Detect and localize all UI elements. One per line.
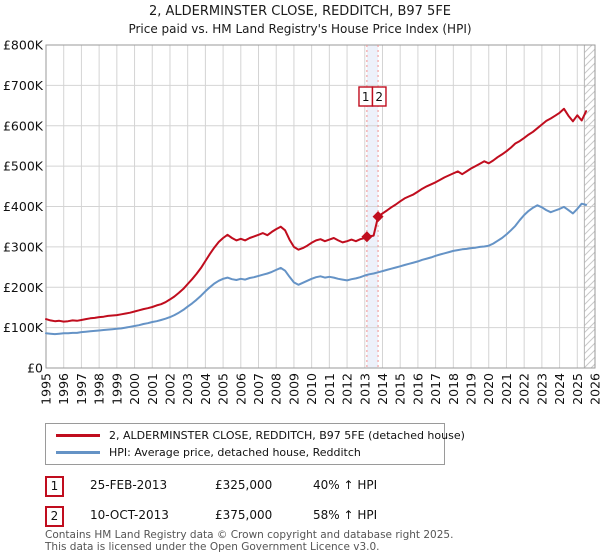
x-axis-tick-label: 2016 <box>410 373 425 405</box>
transaction-number-badge: 1 <box>45 476 64 497</box>
y-axis-tick-label: £200K <box>3 280 44 295</box>
chart-title: 2, ALDERMINSTER CLOSE, REDDITCH, B97 5FE <box>148 4 452 19</box>
hpi-line <box>45 202 588 336</box>
x-axis-tick-label: 2005 <box>216 373 231 405</box>
sale-marker-diamond <box>361 231 373 243</box>
legend-item-hpi: HPI: Average price, detached house, Redd… <box>56 446 434 459</box>
x-axis-tick-label: 2011 <box>322 373 337 405</box>
x-axis-tick-label: 2002 <box>162 373 177 405</box>
sale-marker-diamond <box>372 211 384 223</box>
x-axis-tick-label: 2000 <box>127 373 142 405</box>
x-axis-tick-label: 2026 <box>588 373 600 405</box>
y-axis-tick-label: £100K <box>3 320 44 335</box>
y-axis-tick-label: £800K <box>3 38 44 53</box>
chart-legend: 2, ALDERMINSTER CLOSE, REDDITCH, B97 5FE… <box>45 423 465 465</box>
chart-subtitle: Price paid vs. HM Land Registry's House … <box>128 22 472 36</box>
x-axis-tick-label: 1997 <box>74 373 89 405</box>
x-axis-tick-label: 2014 <box>375 373 390 405</box>
y-axis-tick-label: £600K <box>3 118 44 133</box>
transaction-hpi-delta: 40% ↑ HPI <box>313 478 378 492</box>
legend-item-label: 2, ALDERMINSTER CLOSE, REDDITCH, B97 5FE… <box>109 429 465 442</box>
transaction-row: 2 10-OCT-2013 £375,000 58% ↑ HPI <box>45 506 585 527</box>
transaction-price: £375,000 <box>215 508 273 522</box>
future-hatch-region <box>584 45 595 368</box>
x-axis-tick-label: 1996 <box>56 373 71 405</box>
x-axis-tick-label: 2013 <box>357 373 372 405</box>
transaction-row: 1 25-FEB-2013 £325,000 40% ↑ HPI <box>45 476 585 497</box>
x-axis-tick-label: 1999 <box>109 373 124 405</box>
footer-line-1: Contains HM Land Registry data © Crown c… <box>45 529 454 541</box>
x-axis-tick-label: 2010 <box>304 373 319 405</box>
y-axis-tick-label: £500K <box>3 159 44 174</box>
transaction-price: £325,000 <box>215 478 273 492</box>
transaction-date: 25-FEB-2013 <box>90 478 168 492</box>
x-axis-tick-label: 2021 <box>499 373 514 405</box>
attribution-footer: Contains HM Land Registry data © Crown c… <box>45 529 454 553</box>
x-axis-tick-label: 2020 <box>481 373 496 405</box>
price-history-chart: £0 £100K £200K £300K £400K £500K £600K £700K £80… <box>3 38 600 405</box>
y-axis-tick-label: £0 <box>27 361 43 376</box>
legend-item-property: 2, ALDERMINSTER CLOSE, REDDITCH, B97 5FE… <box>56 429 465 442</box>
x-axis-tick-label: 2001 <box>145 373 160 405</box>
sale-annotation-label: 1 <box>362 90 370 104</box>
footer-line-2: This data is licensed under the Open Gov… <box>45 540 380 553</box>
transaction-date: 10-OCT-2013 <box>90 508 169 522</box>
x-axis-tick-label: 1998 <box>92 373 107 405</box>
x-axis-tick-label: 2006 <box>233 373 248 405</box>
x-axis-tick-label: 2023 <box>534 373 549 405</box>
x-axis-tick-label: 2024 <box>552 373 567 405</box>
sale-annotation-box <box>371 86 387 107</box>
x-axis-tick-label: 2022 <box>517 373 532 405</box>
transaction-number-badge: 2 <box>45 506 64 527</box>
x-axis-tick-label: 2012 <box>340 373 355 405</box>
x-axis-tick-label: 2019 <box>464 373 479 405</box>
sale-annotation-label: 2 <box>375 90 383 104</box>
x-axis-tick-label: 1995 <box>39 373 54 405</box>
property-price-line <box>45 107 588 323</box>
x-axis-tick-label: 2015 <box>393 373 408 405</box>
x-axis-tick-label: 2017 <box>428 373 443 405</box>
x-axis-tick-label: 2003 <box>180 373 195 405</box>
y-axis-tick-label: £300K <box>3 239 44 254</box>
x-axis-tick-label: 2007 <box>251 373 266 405</box>
y-axis-tick-label: £400K <box>3 199 44 214</box>
property-line-swatch <box>56 434 100 437</box>
transaction-hpi-delta: 58% ↑ HPI <box>313 508 378 522</box>
x-axis-tick-label: 2009 <box>286 373 301 405</box>
legend-item-label: HPI: Average price, detached house, Redd… <box>109 446 361 459</box>
x-axis-tick-label: 2025 <box>570 373 585 405</box>
x-axis-tick-label: 2004 <box>198 373 213 405</box>
x-axis-tick-label: 2008 <box>269 373 284 405</box>
y-axis-tick-label: £700K <box>3 78 44 93</box>
x-axis-tick-label: 2018 <box>446 373 461 405</box>
hpi-line-swatch <box>56 451 100 454</box>
